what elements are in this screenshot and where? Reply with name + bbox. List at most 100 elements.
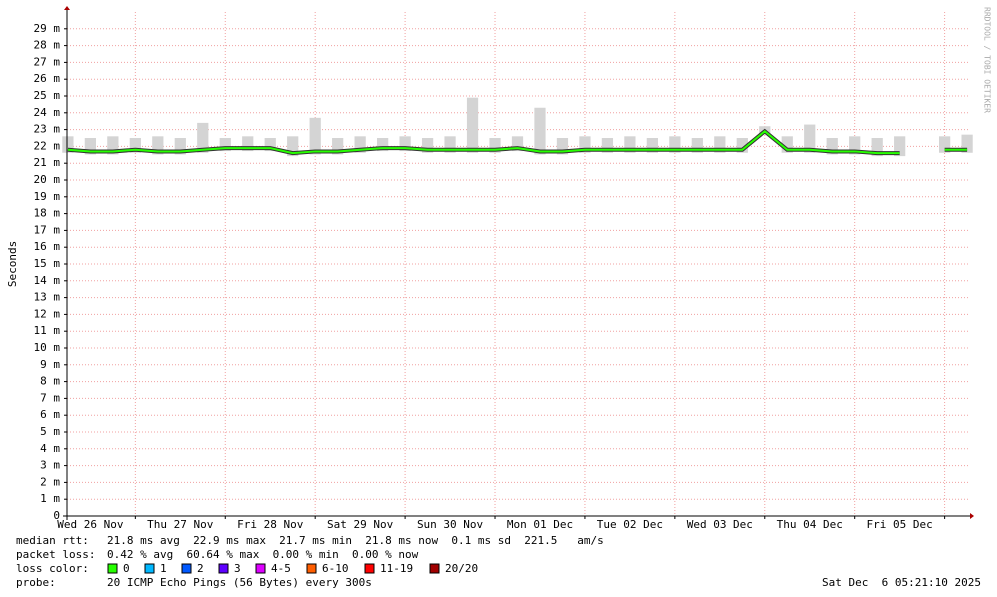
loss-legend-label: 11-19: [380, 562, 413, 575]
smoke-bar: [332, 138, 344, 155]
y-tick-label: 22 m: [34, 139, 61, 152]
loss-legend-label: 20/20: [445, 562, 478, 575]
y-axis-arrow: [64, 6, 70, 10]
smoke-bar: [466, 97, 479, 153]
y-tick-label: 28 m: [34, 39, 61, 52]
loss-legend-label: 2: [197, 562, 204, 575]
y-tick-label: 25 m: [34, 89, 61, 102]
smoke-bar: [511, 136, 524, 152]
y-tick-label: 26 m: [34, 72, 61, 85]
smoke-bar: [242, 136, 254, 152]
smoke-bar: [579, 136, 591, 153]
smoke-bar: [84, 138, 96, 155]
smoke-bar: [849, 136, 861, 155]
smoke-bar: [646, 138, 659, 153]
y-tick-label: 17 m: [34, 223, 61, 236]
smoke-bar: [421, 138, 434, 153]
probe-label: probe:: [16, 576, 56, 589]
loss-swatch: [218, 563, 229, 574]
loss-legend-label: 3: [234, 562, 241, 575]
y-tick-label: 12 m: [34, 307, 61, 320]
smoke-bar: [871, 138, 883, 157]
loss-swatch: [364, 563, 375, 574]
smoke-bar: [939, 136, 951, 153]
timestamp: Sat Dec 6 05:21:10 2025: [822, 576, 981, 589]
y-axis-label: Seconds: [6, 241, 19, 287]
smoke-bar: [804, 124, 816, 153]
y-tick-label: 14 m: [34, 274, 61, 287]
smoke-bar: [309, 117, 321, 155]
loss-label: packet loss:: [16, 548, 95, 561]
loss-legend-label: 0: [123, 562, 130, 575]
loss-swatch: [181, 563, 192, 574]
smoke-bar: [107, 136, 119, 155]
y-tick-label: 3 m: [40, 459, 60, 472]
y-tick-label: 27 m: [34, 55, 61, 68]
smoke-bar: [354, 136, 366, 153]
loss-legend-label: 4-5: [271, 562, 291, 575]
smoke-bar: [174, 138, 186, 155]
rtt-label: median rtt:: [16, 534, 89, 547]
y-tick-label: 16 m: [34, 240, 61, 253]
smoke-bar: [152, 136, 164, 155]
x-tick-label: Sun 30 Nov: [417, 518, 484, 531]
smoke-bar: [197, 122, 209, 153]
smoke-bar: [264, 138, 276, 152]
y-tick-label: 21 m: [34, 156, 61, 169]
loss-swatch: [429, 563, 440, 574]
y-tick-label: 2 m: [40, 475, 60, 488]
x-axis-arrow: [970, 513, 974, 519]
smoke-bar: [736, 138, 748, 153]
y-tick-label: 11 m: [34, 324, 61, 337]
x-tick-label: Wed 26 Nov: [57, 518, 124, 531]
smoke-bar: [601, 138, 614, 153]
smoke-bar: [219, 138, 231, 152]
side-label: RRDTOOL / TOBI OETIKER: [983, 7, 992, 113]
smoke-bar: [62, 136, 74, 153]
y-tick-label: 1 m: [40, 492, 60, 505]
y-tick-label: 19 m: [34, 190, 61, 203]
x-tick-label: Wed 03 Dec: [687, 518, 753, 531]
loss-legend-label: 1: [160, 562, 167, 575]
x-tick-label: Fri 28 Nov: [237, 518, 304, 531]
y-tick-label: 29 m: [34, 22, 61, 35]
y-tick-label: 10 m: [34, 341, 61, 354]
y-tick-label: 20 m: [34, 173, 61, 186]
smoke-bar: [624, 136, 636, 153]
smoke-bar: [556, 138, 569, 155]
smoke-bar: [399, 136, 411, 152]
y-tick-label: 23 m: [34, 123, 61, 136]
smoke-bar: [691, 138, 703, 153]
loss-stats: 0.42 % avg 60.64 % max 0.00 % min 0.00 %…: [107, 548, 419, 561]
y-tick-label: 0: [53, 509, 60, 522]
y-tick-label: 7 m: [40, 391, 60, 404]
x-tick-label: Thu 04 Dec: [777, 518, 843, 531]
x-tick-label: Tue 02 Dec: [597, 518, 663, 531]
smoke-bar: [129, 138, 141, 153]
x-tick-label: Mon 01 Dec: [507, 518, 573, 531]
y-tick-label: 24 m: [34, 106, 61, 119]
smoke-bar: [489, 138, 501, 153]
smoke-bar: [534, 107, 546, 155]
y-tick-label: 9 m: [40, 358, 60, 371]
smoke-bar: [961, 134, 973, 153]
loss-swatch: [306, 563, 317, 574]
rtt-stats: 21.8 ms avg 22.9 ms max 21.7 ms min 21.8…: [107, 534, 604, 547]
y-tick-label: 8 m: [40, 375, 60, 388]
x-tick-label: Thu 27 Nov: [147, 518, 214, 531]
x-tick-label: Sat 29 Nov: [327, 518, 394, 531]
y-tick-label: 13 m: [34, 291, 61, 304]
loss-swatch: [255, 563, 266, 574]
x-tick-label: Fri 05 Dec: [867, 518, 933, 531]
smoke-bar: [669, 136, 681, 153]
smoke-bar: [894, 136, 906, 157]
smoke-bar: [826, 138, 838, 155]
loss-legend-label: 6-10: [322, 562, 349, 575]
y-tick-label: 6 m: [40, 408, 60, 421]
smoke-bar: [444, 136, 456, 153]
y-tick-label: 5 m: [40, 425, 60, 438]
smoke-bar: [376, 138, 389, 152]
probe-text: 20 ICMP Echo Pings (56 Bytes) every 300s: [107, 576, 372, 589]
y-tick-label: 15 m: [34, 257, 61, 270]
